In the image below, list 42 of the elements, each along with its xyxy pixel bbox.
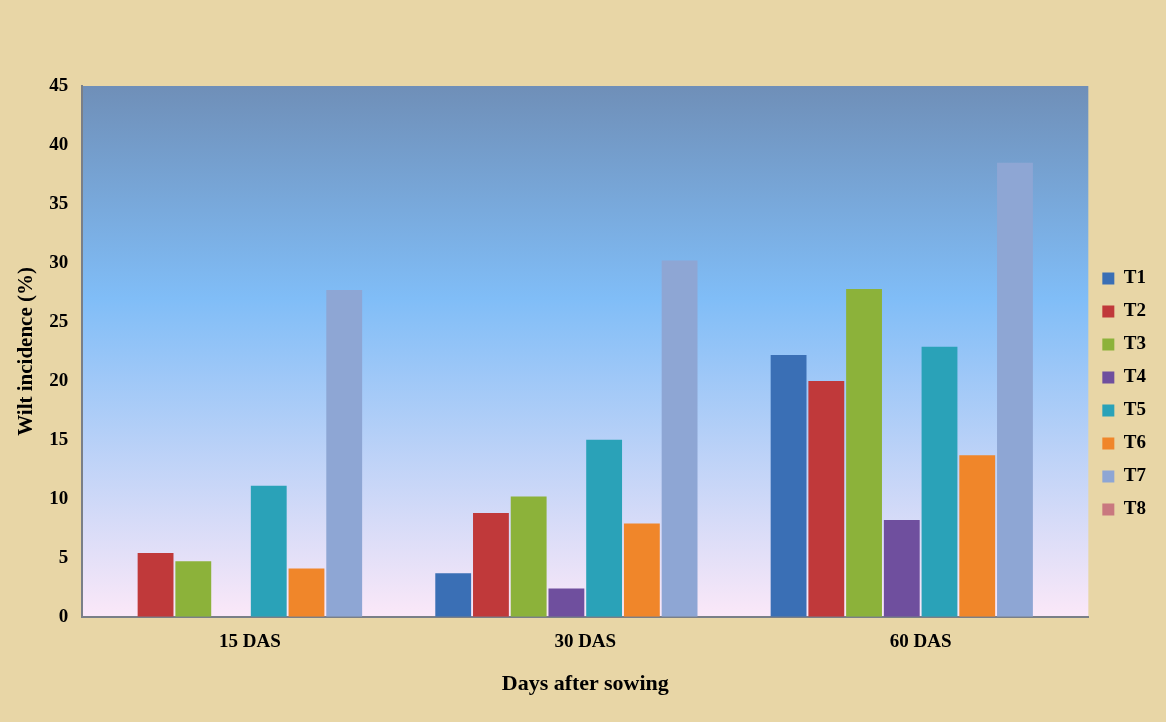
legend-label: T8: [1123, 497, 1147, 519]
bar: [921, 346, 958, 617]
legend-label: T5: [1123, 398, 1147, 420]
bar: [326, 290, 363, 617]
bar: [997, 162, 1033, 617]
x-tick-label: 30 DAS: [554, 630, 617, 652]
legend-label: T3: [1123, 332, 1147, 354]
legend-label: T2: [1123, 299, 1147, 321]
y-tick-label: 15: [49, 427, 69, 449]
bar: [661, 260, 698, 617]
bar: [548, 588, 585, 617]
bar: [175, 561, 212, 617]
y-axis-title: Wilt incidence (%): [13, 267, 38, 436]
bar: [137, 553, 174, 617]
x-tick-label: 15 DAS: [219, 630, 281, 652]
x-tick-label: 60 DAS: [889, 630, 952, 652]
bar: [288, 568, 325, 617]
y-tick-label: 35: [49, 191, 69, 213]
y-tick-label: 40: [49, 132, 69, 154]
bar: [586, 439, 623, 617]
legend-label: T4: [1123, 365, 1147, 387]
bar: [435, 573, 472, 617]
y-tick-label: 20: [49, 368, 69, 390]
legend-label: T1: [1123, 266, 1147, 288]
x-axis-title: Days after sowing: [501, 670, 669, 696]
bar: [473, 513, 509, 617]
bar: [770, 354, 807, 617]
y-tick-label: 30: [49, 250, 69, 272]
legend-label: T7: [1123, 464, 1147, 486]
y-tick-label: 0: [58, 604, 69, 626]
y-tick-label: 45: [49, 73, 69, 95]
bar: [510, 496, 547, 617]
bar: [623, 523, 660, 617]
y-tick-label: 5: [58, 545, 69, 567]
bar: [808, 380, 845, 617]
y-tick-label: 25: [49, 309, 69, 331]
bar: [883, 520, 920, 617]
bar: [250, 485, 287, 617]
legend-label: T6: [1123, 431, 1147, 453]
bar: [959, 455, 996, 617]
bar: [846, 288, 882, 617]
y-tick-label: 10: [49, 486, 69, 508]
